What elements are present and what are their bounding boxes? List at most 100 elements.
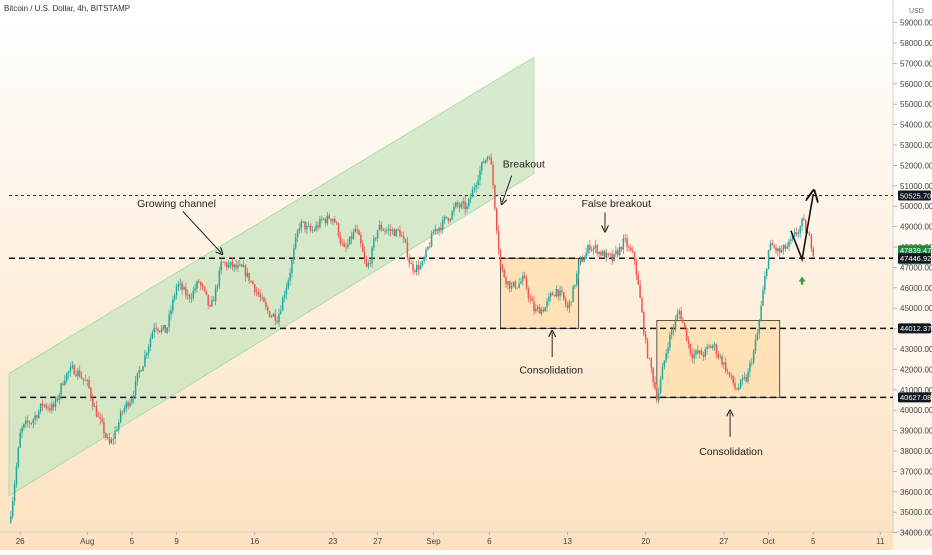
candle-body bbox=[166, 327, 168, 333]
y-tick-label: 58000.00 bbox=[900, 39, 932, 48]
candle-body bbox=[142, 366, 144, 372]
candle-body bbox=[136, 372, 139, 382]
candle-body bbox=[512, 281, 515, 287]
candle-body bbox=[285, 288, 288, 295]
candle-body bbox=[175, 286, 178, 296]
candle-body bbox=[428, 246, 431, 248]
candle-body bbox=[421, 261, 424, 266]
candle-body bbox=[469, 197, 472, 199]
candle-body bbox=[412, 264, 414, 271]
y-tick-label: 54000.00 bbox=[900, 121, 932, 130]
candle-body bbox=[386, 230, 388, 232]
candle-body bbox=[486, 157, 489, 161]
candle-body bbox=[767, 249, 770, 269]
candle-body bbox=[585, 252, 587, 260]
candle-body bbox=[438, 227, 440, 231]
candle-body bbox=[287, 280, 289, 289]
candle-body bbox=[715, 344, 718, 354]
y-tick-label: 56000.00 bbox=[900, 80, 932, 89]
candle-body bbox=[810, 235, 813, 249]
candle-body bbox=[231, 261, 234, 268]
price-label-background bbox=[898, 323, 931, 334]
price-label[interactable]: 44012.37 bbox=[898, 323, 931, 334]
candle-body bbox=[615, 250, 617, 254]
candle-body bbox=[442, 219, 444, 230]
candle-body bbox=[477, 180, 479, 186]
candle-body bbox=[536, 306, 539, 309]
candle-body bbox=[393, 229, 396, 236]
candle-body bbox=[440, 227, 442, 230]
candle-body bbox=[324, 218, 327, 224]
candle-body bbox=[417, 264, 420, 270]
candle-body bbox=[335, 222, 338, 224]
candle-body bbox=[101, 418, 103, 422]
x-tick-label: 27 bbox=[373, 537, 382, 546]
candle-body bbox=[34, 415, 36, 420]
candle-body bbox=[140, 370, 142, 372]
annotation-label[interactable]: Breakout bbox=[503, 158, 545, 170]
candle-body bbox=[235, 264, 237, 268]
candle-body bbox=[160, 328, 163, 332]
candle-body bbox=[425, 249, 427, 258]
price-label[interactable]: 40627.08 bbox=[898, 392, 931, 403]
candle-body bbox=[307, 225, 310, 227]
candle-body bbox=[93, 405, 96, 407]
annotation-label[interactable]: Consolidation bbox=[699, 446, 763, 458]
candle-body bbox=[382, 229, 384, 231]
y-tick-label: 49000.00 bbox=[900, 223, 932, 232]
candle-body bbox=[116, 429, 118, 432]
x-tick-label: 20 bbox=[641, 537, 650, 546]
x-tick-label: 5 bbox=[130, 537, 135, 546]
candle-body bbox=[337, 223, 340, 236]
candle-body bbox=[207, 294, 209, 306]
candle-body bbox=[374, 238, 377, 240]
projection-path[interactable] bbox=[790, 194, 813, 263]
candle-body bbox=[341, 242, 343, 244]
candle-body bbox=[354, 229, 357, 232]
candle-body bbox=[402, 236, 405, 239]
candle-body bbox=[527, 288, 530, 298]
candle-body bbox=[289, 272, 291, 281]
annotation-label[interactable]: False breakout bbox=[581, 198, 651, 210]
candle-body bbox=[496, 208, 498, 231]
price-label[interactable]: 47446.92 bbox=[898, 253, 931, 264]
candle-body bbox=[391, 229, 394, 231]
candle-body bbox=[54, 398, 57, 408]
x-tick-label: Aug bbox=[80, 537, 94, 546]
candle-body bbox=[669, 334, 671, 348]
candle-body bbox=[127, 402, 129, 407]
y-tick-label: 39000.00 bbox=[900, 427, 932, 436]
price-label[interactable]: 50525.70 bbox=[898, 190, 931, 201]
candle-body bbox=[415, 264, 418, 273]
candle-body bbox=[689, 343, 692, 354]
annotation-label[interactable]: Consolidation bbox=[519, 364, 583, 376]
candle-body bbox=[309, 225, 312, 231]
candle-body bbox=[105, 433, 107, 438]
candle-body bbox=[347, 244, 349, 248]
growing-channel[interactable] bbox=[8, 56, 535, 497]
time-axis[interactable]: 26 Aug 5 9 16 23 27 Sep 6 13 20 27 Oct 5 11 bbox=[16, 532, 885, 546]
candle-body bbox=[304, 221, 306, 230]
candle-body bbox=[726, 371, 729, 373]
annotation-label[interactable]: Growing channel bbox=[137, 198, 216, 210]
candle-body bbox=[43, 404, 46, 406]
candle-body bbox=[414, 270, 416, 273]
candle-body bbox=[711, 345, 714, 349]
candle-body bbox=[700, 350, 703, 355]
y-tick-label: 59000.00 bbox=[900, 19, 932, 28]
candle-body bbox=[138, 370, 141, 373]
candle-body bbox=[549, 293, 552, 297]
consolidation-zone-1[interactable] bbox=[500, 257, 580, 329]
candle-body bbox=[177, 284, 180, 287]
candle-body bbox=[267, 307, 269, 312]
candle-body bbox=[788, 240, 790, 247]
candle-body bbox=[240, 264, 243, 267]
candle-body bbox=[278, 313, 280, 323]
candle-body bbox=[388, 229, 390, 231]
up-arrow-icon bbox=[798, 276, 806, 285]
price-label-background bbox=[898, 190, 931, 201]
candle-body bbox=[453, 206, 455, 212]
candle-body bbox=[456, 202, 459, 206]
